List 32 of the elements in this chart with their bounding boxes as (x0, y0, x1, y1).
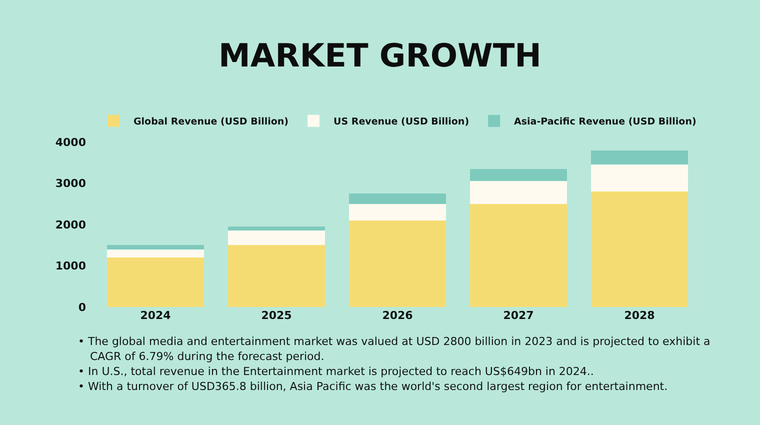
bar (349, 220, 446, 307)
bar (470, 204, 567, 307)
legend-label: Global Revenue (USD Billion) (134, 116, 289, 128)
y-tick-label: 3000 (55, 177, 86, 190)
bar (470, 168, 567, 182)
bar (591, 150, 688, 165)
bar (228, 230, 325, 246)
bar (107, 258, 204, 307)
y-tick-label: 4000 (55, 136, 86, 149)
bar (228, 245, 325, 307)
text: • With a turnover of USD365.8 billion, Asia Pacific was the world's second largest region for entertainment. (78, 379, 669, 394)
bar (107, 245, 204, 250)
text: • The global media and entertainment market was valued at USD 2800 billion in 2023 and is projected to exhibit a CAGR of 6.79% during the forecast period. (78, 334, 712, 364)
y-tick-label: 1000 (55, 260, 86, 273)
bar (349, 194, 446, 204)
y-tick-label: 2000 (55, 218, 86, 232)
legend-label: Asia-Pacific Revenue (USD Billion) (514, 116, 696, 128)
x-tick-label: 2024 (140, 309, 172, 322)
x-tick-label: 2027 (503, 309, 534, 322)
x-tick-label: 2025 (261, 309, 292, 322)
bar (228, 226, 325, 231)
bar (591, 192, 688, 307)
bar (107, 249, 204, 258)
bar (470, 181, 567, 204)
chart-title: MARKET GROWTH (218, 36, 542, 74)
x-tick-label: 2028 (624, 309, 655, 322)
x-tick-label: 2026 (382, 309, 414, 322)
bar (591, 164, 688, 192)
bar (349, 204, 446, 220)
legend-label: US Revenue (USD Billion) (334, 116, 470, 128)
text: • In U.S., total revenue in the Entertainment market is projected to reach US$649bn in 2024.. (78, 364, 595, 379)
y-tick-label: 0 (78, 300, 86, 314)
